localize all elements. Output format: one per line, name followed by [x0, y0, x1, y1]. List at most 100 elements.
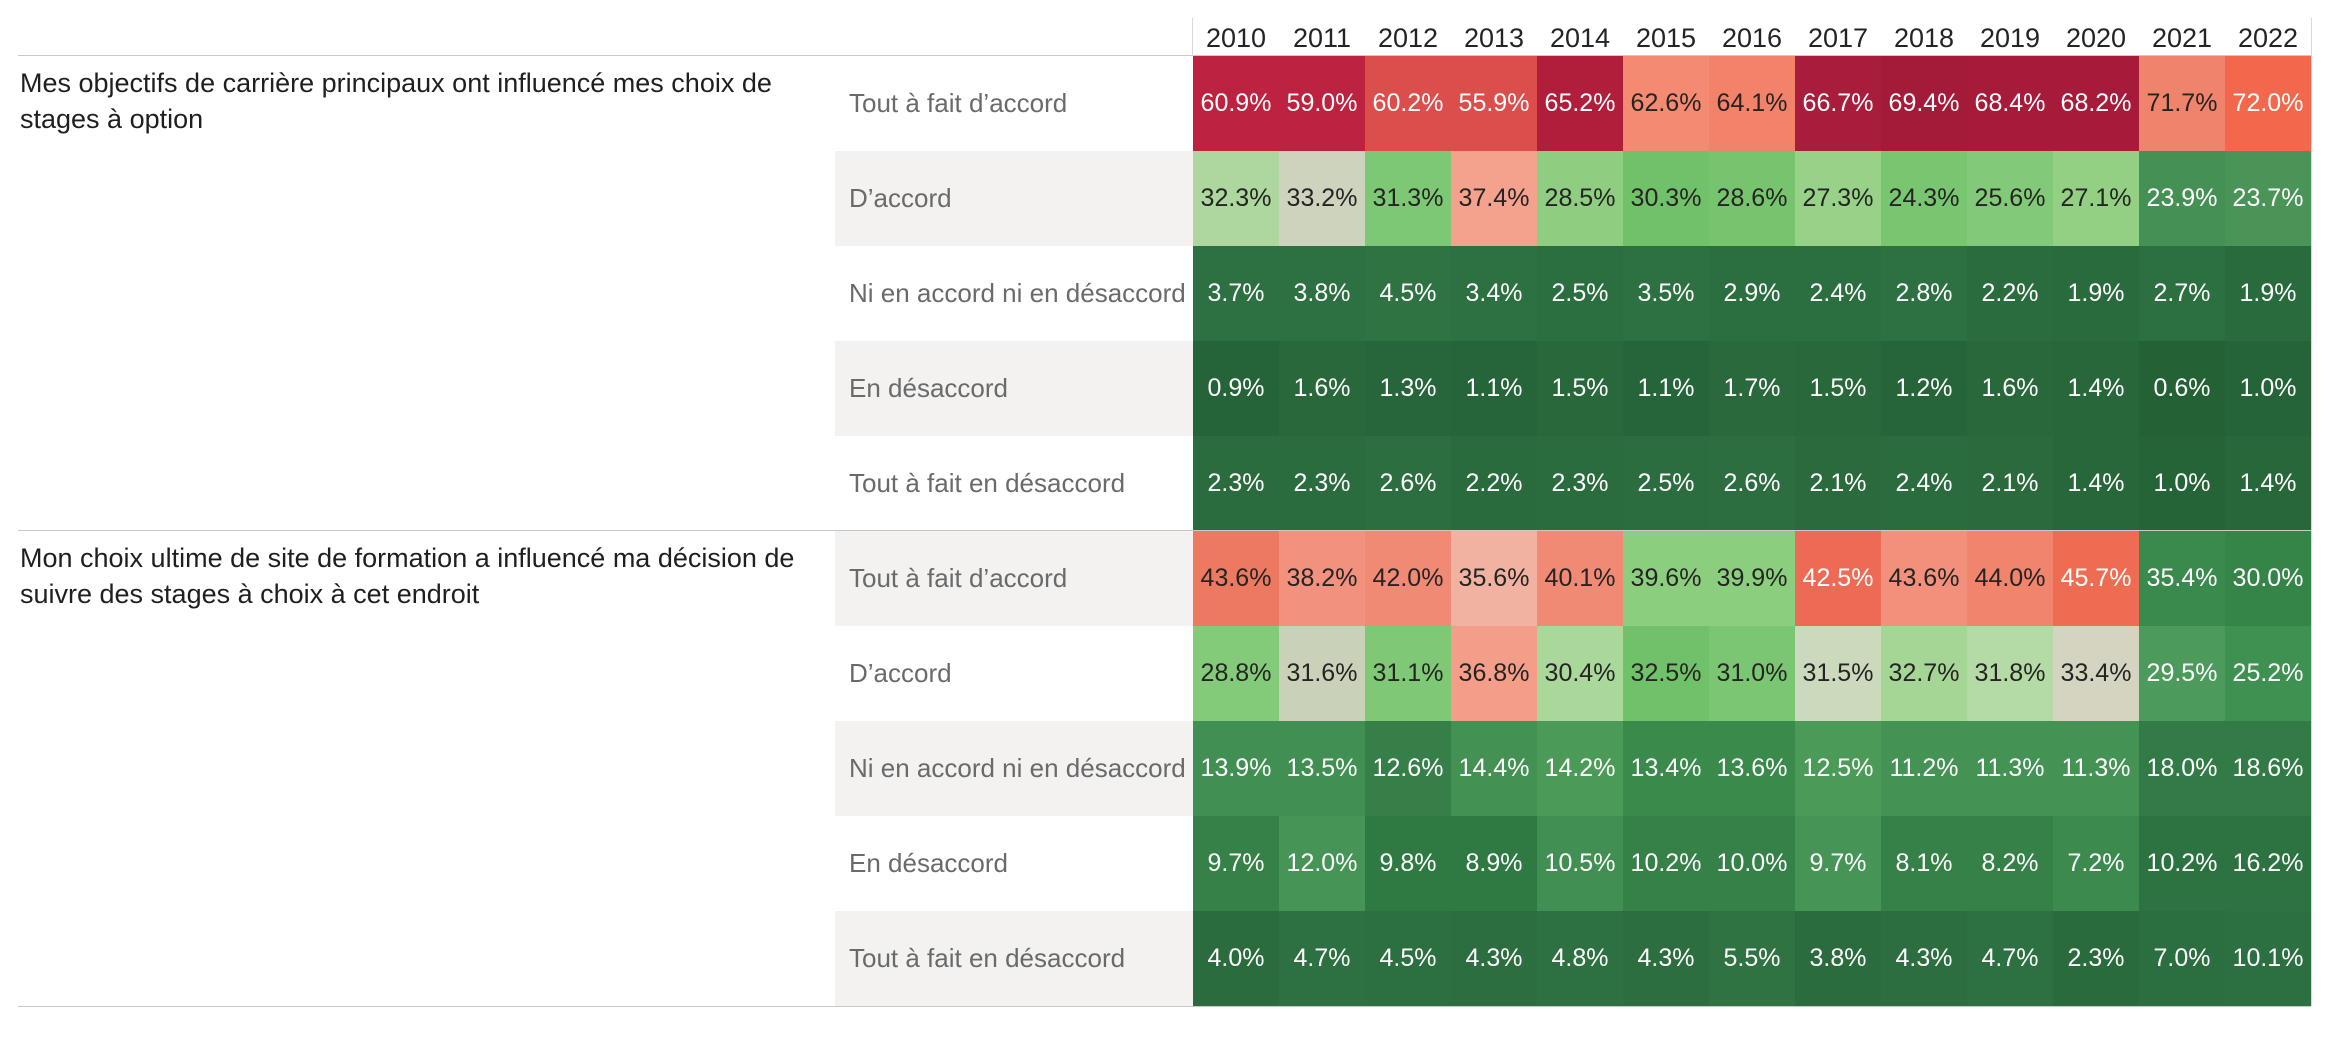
- matrix-cell[interactable]: 44.0%: [1967, 531, 2053, 626]
- matrix-cell[interactable]: 13.5%: [1279, 721, 1365, 816]
- matrix-cell[interactable]: 32.7%: [1881, 626, 1967, 721]
- question-row-header[interactable]: Mon choix ultime de site de formation a …: [20, 543, 795, 609]
- column-header-year[interactable]: 2010: [1205, 23, 1267, 53]
- matrix-cell[interactable]: 4.5%: [1365, 246, 1451, 341]
- matrix-cell[interactable]: 1.0%: [2139, 436, 2225, 531]
- matrix-cell[interactable]: 25.6%: [1967, 151, 2053, 246]
- matrix-cell[interactable]: 27.1%: [2053, 151, 2139, 246]
- matrix-cell[interactable]: 3.5%: [1623, 246, 1709, 341]
- matrix-cell[interactable]: 64.1%: [1709, 56, 1795, 151]
- matrix-cell[interactable]: 30.3%: [1623, 151, 1709, 246]
- matrix-cell[interactable]: 31.6%: [1279, 626, 1365, 721]
- matrix-cell[interactable]: 8.9%: [1451, 816, 1537, 911]
- column-header-year[interactable]: 2012: [1377, 23, 1439, 53]
- matrix-cell[interactable]: 1.1%: [1451, 341, 1537, 436]
- matrix-cell[interactable]: 3.4%: [1451, 246, 1537, 341]
- matrix-cell[interactable]: 2.5%: [1537, 246, 1623, 341]
- matrix-cell[interactable]: 13.9%: [1193, 721, 1279, 816]
- matrix-cell[interactable]: 60.2%: [1365, 56, 1451, 151]
- row-label[interactable]: Tout à fait d’accord: [835, 531, 1193, 626]
- matrix-cell[interactable]: 1.4%: [2053, 341, 2139, 436]
- matrix-cell[interactable]: 30.0%: [2225, 531, 2311, 626]
- matrix-cell[interactable]: 60.9%: [1193, 56, 1279, 151]
- matrix-cell[interactable]: 5.5%: [1709, 911, 1795, 1006]
- matrix-cell[interactable]: 3.7%: [1193, 246, 1279, 341]
- matrix-cell[interactable]: 1.0%: [2225, 341, 2311, 436]
- matrix-cell[interactable]: 4.7%: [1967, 911, 2053, 1006]
- matrix-cell[interactable]: 14.4%: [1451, 721, 1537, 816]
- matrix-cell[interactable]: 33.2%: [1279, 151, 1365, 246]
- matrix-cell[interactable]: 2.5%: [1623, 436, 1709, 531]
- matrix-cell[interactable]: 3.8%: [1795, 911, 1881, 1006]
- matrix-cell[interactable]: 11.2%: [1881, 721, 1967, 816]
- matrix-cell[interactable]: 2.2%: [1451, 436, 1537, 531]
- column-header-year[interactable]: 2020: [2065, 23, 2127, 53]
- matrix-cell[interactable]: 23.9%: [2139, 151, 2225, 246]
- row-label[interactable]: En désaccord: [849, 848, 1008, 878]
- matrix-cell[interactable]: 13.6%: [1709, 721, 1795, 816]
- matrix-cell[interactable]: 0.9%: [1193, 341, 1279, 436]
- matrix-cell[interactable]: 2.2%: [1967, 246, 2053, 341]
- matrix-cell[interactable]: 10.2%: [1623, 816, 1709, 911]
- matrix-cell[interactable]: 8.1%: [1881, 816, 1967, 911]
- matrix-cell[interactable]: 33.4%: [2053, 626, 2139, 721]
- matrix-cell[interactable]: 27.3%: [1795, 151, 1881, 246]
- matrix-cell[interactable]: 62.6%: [1623, 56, 1709, 151]
- matrix-cell[interactable]: 2.3%: [2053, 911, 2139, 1006]
- matrix-cell[interactable]: 2.8%: [1881, 246, 1967, 341]
- matrix-cell[interactable]: 16.2%: [2225, 816, 2311, 911]
- matrix-cell[interactable]: 31.5%: [1795, 626, 1881, 721]
- matrix-cell[interactable]: 35.6%: [1451, 531, 1537, 626]
- matrix-cell[interactable]: 4.5%: [1365, 911, 1451, 1006]
- matrix-cell[interactable]: 2.9%: [1709, 246, 1795, 341]
- matrix-cell[interactable]: 4.3%: [1451, 911, 1537, 1006]
- matrix-cell[interactable]: 10.2%: [2139, 816, 2225, 911]
- row-label[interactable]: D’accord: [835, 151, 1193, 246]
- matrix-cell[interactable]: 11.3%: [1967, 721, 2053, 816]
- matrix-cell[interactable]: 32.3%: [1193, 151, 1279, 246]
- matrix-cell[interactable]: 28.8%: [1193, 626, 1279, 721]
- matrix-cell[interactable]: 1.3%: [1365, 341, 1451, 436]
- matrix-cell[interactable]: 4.0%: [1193, 911, 1279, 1006]
- matrix-cell[interactable]: 2.3%: [1537, 436, 1623, 531]
- matrix-cell[interactable]: 2.7%: [2139, 246, 2225, 341]
- matrix-cell[interactable]: 11.3%: [2053, 721, 2139, 816]
- matrix-cell[interactable]: 2.1%: [1967, 436, 2053, 531]
- matrix-cell[interactable]: 39.6%: [1623, 531, 1709, 626]
- matrix-cell[interactable]: 31.3%: [1365, 151, 1451, 246]
- matrix-cell[interactable]: 10.1%: [2225, 911, 2311, 1006]
- matrix-cell[interactable]: 9.7%: [1795, 816, 1881, 911]
- matrix-cell[interactable]: 59.0%: [1279, 56, 1365, 151]
- matrix-cell[interactable]: 18.6%: [2225, 721, 2311, 816]
- matrix-cell[interactable]: 23.7%: [2225, 151, 2311, 246]
- matrix-cell[interactable]: 31.0%: [1709, 626, 1795, 721]
- column-header-year[interactable]: 2019: [1979, 23, 2041, 53]
- column-header-year[interactable]: 2021: [2151, 23, 2213, 53]
- column-header-year[interactable]: 2016: [1721, 23, 1783, 53]
- matrix-cell[interactable]: 24.3%: [1881, 151, 1967, 246]
- matrix-cell[interactable]: 9.7%: [1193, 816, 1279, 911]
- matrix-cell[interactable]: 1.2%: [1881, 341, 1967, 436]
- matrix-cell[interactable]: 1.5%: [1795, 341, 1881, 436]
- matrix-cell[interactable]: 68.4%: [1967, 56, 2053, 151]
- question-row-header[interactable]: Mes objectifs de carrière principaux ont…: [20, 68, 772, 134]
- matrix-cell[interactable]: 28.6%: [1709, 151, 1795, 246]
- matrix-cell[interactable]: 65.2%: [1537, 56, 1623, 151]
- matrix-cell[interactable]: 71.7%: [2139, 56, 2225, 151]
- matrix-cell[interactable]: 42.0%: [1365, 531, 1451, 626]
- matrix-cell[interactable]: 18.0%: [2139, 721, 2225, 816]
- row-label[interactable]: Tout à fait en désaccord: [835, 911, 1193, 1006]
- matrix-cell[interactable]: 2.4%: [1795, 246, 1881, 341]
- matrix-cell[interactable]: 40.1%: [1537, 531, 1623, 626]
- matrix-cell[interactable]: 72.0%: [2225, 56, 2311, 151]
- matrix-cell[interactable]: 38.2%: [1279, 531, 1365, 626]
- matrix-cell[interactable]: 68.2%: [2053, 56, 2139, 151]
- matrix-cell[interactable]: 10.5%: [1537, 816, 1623, 911]
- matrix-cell[interactable]: 39.9%: [1709, 531, 1795, 626]
- matrix-cell[interactable]: 31.1%: [1365, 626, 1451, 721]
- matrix-cell[interactable]: 14.2%: [1537, 721, 1623, 816]
- matrix-cell[interactable]: 30.4%: [1537, 626, 1623, 721]
- matrix-cell[interactable]: 2.4%: [1881, 436, 1967, 531]
- matrix-cell[interactable]: 1.6%: [1967, 341, 2053, 436]
- matrix-cell[interactable]: 9.8%: [1365, 816, 1451, 911]
